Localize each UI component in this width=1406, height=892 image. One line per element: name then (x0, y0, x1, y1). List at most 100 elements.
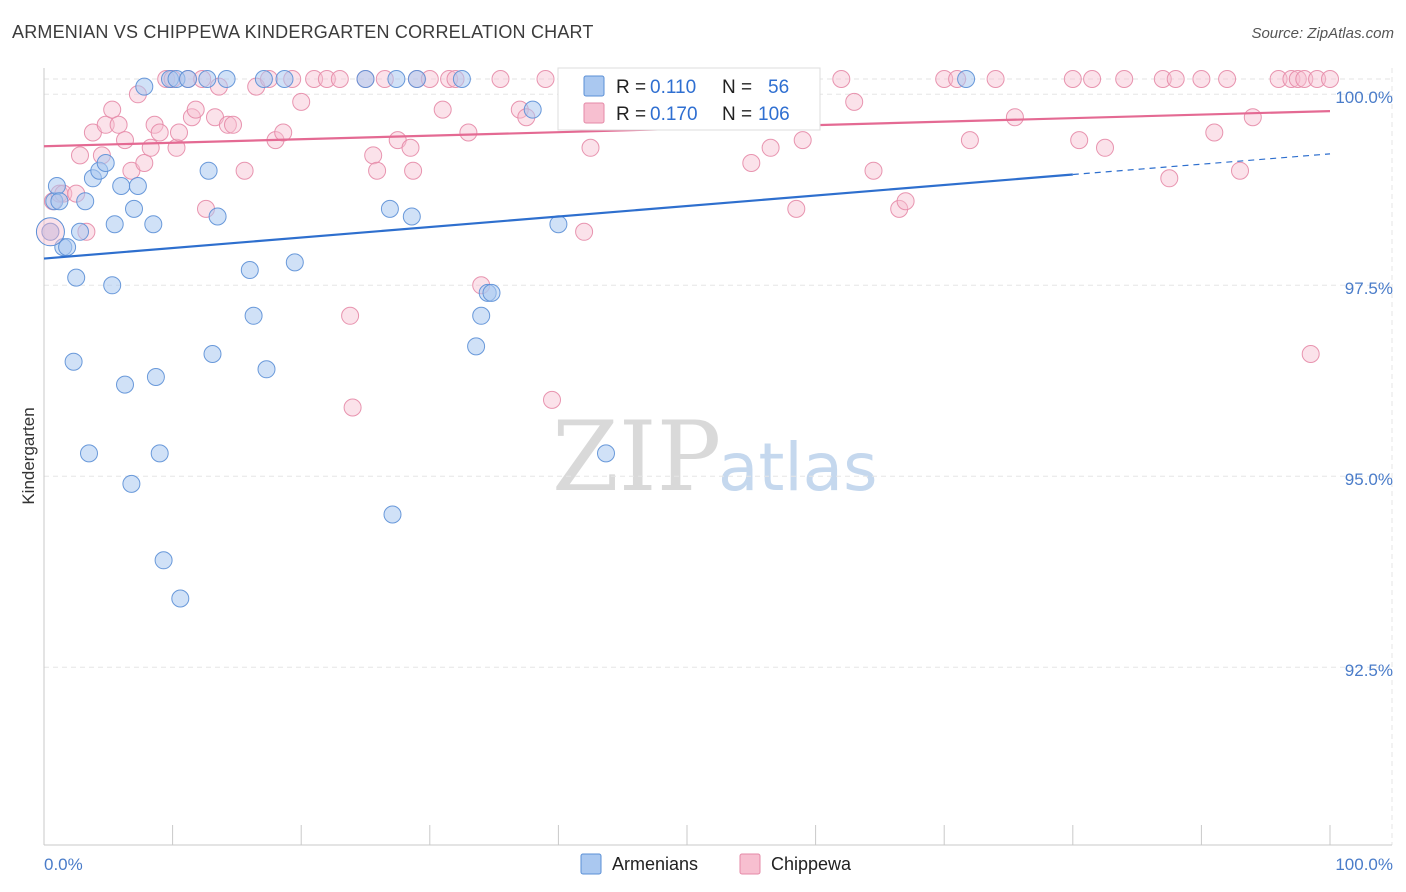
chippewa-point (1153, 70, 1172, 88)
armenians-point (171, 589, 190, 608)
chippewa-point (224, 115, 242, 134)
armenians-point (467, 337, 486, 356)
chippewa-point (1063, 70, 1082, 88)
axes (43, 68, 1392, 846)
armenians-point (387, 70, 406, 88)
chippewa-point (404, 161, 423, 180)
legend-n-label-armenians: N = (722, 77, 752, 98)
source-credit: Source: ZipAtlas.com (1251, 25, 1394, 42)
chippewa-point (793, 131, 812, 150)
legend-r-value-chippewa: 0.170 (650, 104, 698, 125)
armenians-point (50, 192, 69, 211)
chippewa-point (186, 100, 205, 119)
x-tick-marks (43, 825, 1331, 845)
legend-armenians-label[interactable]: Armenians (612, 854, 698, 874)
armenians-point (244, 306, 263, 325)
chippewa-point (459, 123, 478, 142)
chippewa-point (896, 192, 915, 211)
gridlines (44, 68, 1393, 845)
armenians-point (285, 253, 304, 272)
armenians-point (198, 70, 217, 88)
armenians-point (356, 70, 375, 88)
chippewa-point (1083, 70, 1102, 88)
armenians-trend-extension (1072, 153, 1331, 176)
chippewa-point (1308, 70, 1327, 88)
chippewa-point (274, 123, 293, 142)
legend-chippewa-swatch[interactable] (739, 853, 761, 875)
y-tick-label: 95.0% (1345, 470, 1393, 489)
y-tick-labels: 100.0% 97.5% 95.0% 92.5% (1335, 88, 1393, 680)
y-tick-label: 100.0% (1335, 88, 1393, 107)
x-tick-labels: 0.0% 100.0% (44, 855, 1393, 874)
chippewa-point (890, 199, 909, 218)
y-axis-label: Kindergarten (19, 407, 38, 504)
legend-armenians-swatch[interactable] (580, 853, 602, 875)
armenians-point (47, 177, 66, 195)
chippewa-point (364, 146, 383, 165)
armenians-point (67, 268, 86, 287)
chippewa-point (341, 306, 360, 325)
armenians-point (240, 261, 259, 279)
chippewa-point (305, 70, 324, 88)
legend-r-label-armenians: R = (616, 77, 646, 98)
x-tick-label: 100.0% (1335, 855, 1393, 874)
armenians-point (217, 70, 236, 88)
chippewa-point (845, 92, 864, 111)
armenians-point (254, 70, 273, 88)
chippewa-point (491, 70, 510, 88)
armenians-point (76, 192, 95, 211)
chippewa-point (330, 70, 349, 88)
chippewa-point (1295, 70, 1314, 88)
trend-lines (43, 109, 1331, 260)
armenians-point (122, 474, 141, 493)
chippewa-point (109, 115, 128, 134)
chippewa-point (1192, 70, 1211, 88)
chippewa-point (343, 398, 362, 417)
legend-chippewa-label[interactable]: Chippewa (771, 854, 852, 874)
chippewa-point (96, 115, 115, 134)
chippewa-point (150, 123, 169, 142)
armenians-point (402, 207, 421, 226)
chippewa-point (317, 70, 336, 88)
chippewa-point (292, 92, 311, 111)
armenians-point (275, 70, 294, 88)
armenians-point (116, 375, 134, 394)
chippewa-point (543, 390, 561, 409)
armenians-point (96, 154, 115, 172)
armenians-point (523, 100, 542, 119)
watermark-zip: ZIP (552, 401, 721, 513)
chippewa-point (235, 161, 254, 180)
chippewa-point (71, 146, 89, 165)
armenians-point (135, 77, 154, 96)
armenians-point (112, 177, 131, 195)
chippewa-point (1205, 123, 1224, 142)
chippewa-point (1115, 70, 1134, 88)
legend-r-value-armenians: 0.110 (650, 77, 696, 98)
armenians-point (957, 70, 976, 88)
armenians-point (199, 161, 218, 180)
chippewa-swatch (583, 102, 605, 124)
legend-r-label-chippewa: R = (616, 104, 646, 125)
armenians-point (549, 215, 568, 234)
legend-n-value-armenians: 56 (768, 77, 789, 98)
armenians-point (383, 505, 402, 524)
chippewa-point (433, 100, 452, 119)
chippewa-point (1321, 70, 1339, 88)
armenians-point (208, 207, 227, 226)
chippewa-point (1231, 161, 1249, 180)
chippewa-point (1282, 70, 1301, 88)
scatter-points (35, 70, 1339, 608)
armenians-point (146, 368, 165, 386)
armenians-point (154, 551, 173, 570)
chippewa-point (536, 70, 555, 88)
chippewa-point (170, 123, 188, 142)
armenians-trend-line (43, 173, 1073, 260)
armenians-point (257, 360, 276, 379)
chippewa-point (1218, 70, 1237, 88)
armenians-point (150, 444, 169, 463)
armenians-point (203, 345, 222, 363)
armenians-point (64, 352, 83, 371)
armenians-point (179, 70, 197, 88)
armenians-point (128, 177, 147, 195)
